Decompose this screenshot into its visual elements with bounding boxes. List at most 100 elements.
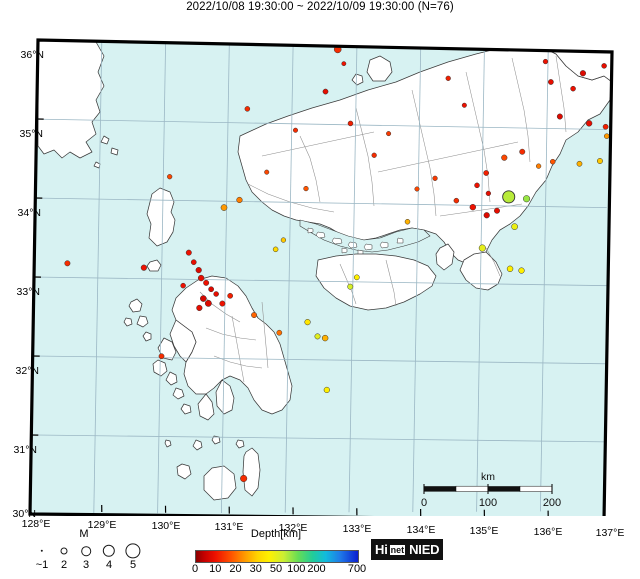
epicenter-marker[interactable] [203,279,210,286]
magnitude-symbol-4 [125,543,141,559]
epicenter-marker[interactable] [483,212,490,219]
epicenter-marker[interactable] [195,267,202,274]
epicenter-marker[interactable] [180,282,186,289]
epicenter-marker[interactable] [542,58,549,65]
lat-tick-36: 36°N [20,49,44,61]
logo-net-text: net [389,544,406,555]
epicenter-marker[interactable] [227,292,234,299]
epicenter-marker[interactable] [303,185,309,192]
epicenter-marker[interactable] [518,267,525,274]
epicenter-marker[interactable] [272,246,279,253]
logo-nied-text: NIED [406,540,443,559]
epicenter-marker[interactable] [549,158,556,165]
epicenter-marker[interactable] [280,237,287,243]
epicenter-marker[interactable] [64,260,71,267]
epicenter-marker[interactable] [190,259,197,266]
svg-text:km: km [481,471,495,483]
epicenter-marker[interactable] [347,283,354,290]
epicenter-marker[interactable] [424,32,429,37]
epicenter-marker[interactable] [432,175,438,181]
epicenter-marker[interactable] [353,274,360,281]
epicenter-marker[interactable] [579,70,587,77]
epicenter-marker[interactable] [494,207,500,214]
epicenter-marker[interactable] [292,127,299,133]
epicenter-marker[interactable] [304,319,311,326]
epicenter-marker[interactable] [386,131,392,137]
epicenter-marker[interactable] [414,186,420,192]
magnitude-symbol-3 [102,544,116,558]
epicenter-marker[interactable] [322,88,329,95]
epicenter-marker[interactable] [593,26,598,31]
epicenter-marker[interactable] [469,203,477,211]
epicenter-marker[interactable] [251,312,258,319]
epicenter-marker[interactable] [483,170,490,176]
svg-text:100: 100 [479,497,497,509]
depth-tick-100: 100 [287,563,306,575]
epicenter-marker[interactable] [219,300,226,307]
lon-tick-137: 137°E [595,527,625,539]
epicenter-marker[interactable] [501,154,508,161]
epicenter-marker[interactable] [453,197,460,204]
epicenter-marker[interactable] [461,102,467,108]
epicenter-marker[interactable] [213,291,219,297]
epicenter-marker[interactable] [603,133,610,139]
magnitude-values: ~1 2 3 4 5 [24,559,144,575]
magnitude-value-0: ~1 [35,559,49,571]
epicenter-markers[interactable] [64,26,610,483]
epicenter-marker[interactable] [140,264,147,271]
epicenter-marker[interactable] [535,163,542,169]
epicenter-marker[interactable] [196,304,203,312]
epicenter-marker[interactable] [506,265,514,273]
epicenter-marker[interactable] [220,204,228,211]
epicenter-marker[interactable] [204,299,212,307]
epicenter-marker[interactable] [601,63,607,69]
epicenter-marker[interactable] [556,113,563,120]
epicenter-marker[interactable] [596,158,603,164]
lon-tick-131: 131°E [214,521,244,533]
map-canvas[interactable]: km 0 100 200 [0,16,640,516]
epicenter-marker[interactable] [197,274,205,282]
map-frame [28,38,614,516]
epicenter-marker[interactable] [485,190,491,197]
lat-tick-35: 35°N [19,128,43,140]
epicenter-marker[interactable] [502,190,516,204]
epicenter-marker[interactable] [167,174,173,180]
landmass-group [37,40,612,501]
epicenter-marker[interactable] [341,61,347,67]
epicenter-marker[interactable] [564,38,571,43]
lon-tick-128: 128°E [21,518,51,530]
epicenter-marker[interactable] [548,79,554,85]
epicenter-marker[interactable] [404,218,411,225]
epicenter-marker[interactable] [570,85,576,92]
epicenter-marker[interactable] [519,148,526,155]
seismicity-map[interactable]: km 0 100 200 [0,16,640,539]
epicenter-marker[interactable] [264,169,270,175]
lon-tick-133: 133°E [342,523,372,535]
lon-tick-129: 129°E [87,519,117,531]
epicenter-marker[interactable] [585,120,593,127]
depth-tick-50: 50 [269,563,283,575]
epicenter-marker[interactable] [185,249,192,256]
epicenter-marker[interactable] [200,295,207,302]
epicenter-marker[interactable] [576,160,583,167]
epicenter-marker[interactable] [371,152,377,158]
epicenter-marker[interactable] [208,286,214,293]
lon-tick-136: 136°E [533,526,563,538]
epicenter-marker[interactable] [445,75,451,81]
epicenter-marker[interactable] [321,334,329,342]
epicenter-marker[interactable] [323,386,330,394]
epicenter-marker[interactable] [236,196,243,204]
epicenter-marker[interactable] [523,195,531,203]
epicenter-marker[interactable] [244,106,251,112]
epicenter-marker[interactable] [347,120,354,127]
epicenter-marker[interactable] [511,223,518,230]
epicenter-marker[interactable] [314,333,321,340]
epicenter-marker[interactable] [474,182,480,189]
epicenter-marker[interactable] [602,123,609,130]
scale-bar: km 0 100 200 [421,471,561,509]
magnitude-symbol-1 [60,547,68,555]
epicenter-marker[interactable] [158,353,165,360]
epicenter-marker[interactable] [240,474,248,483]
epicenter-marker[interactable] [478,244,486,252]
epicenter-marker[interactable] [276,329,283,336]
